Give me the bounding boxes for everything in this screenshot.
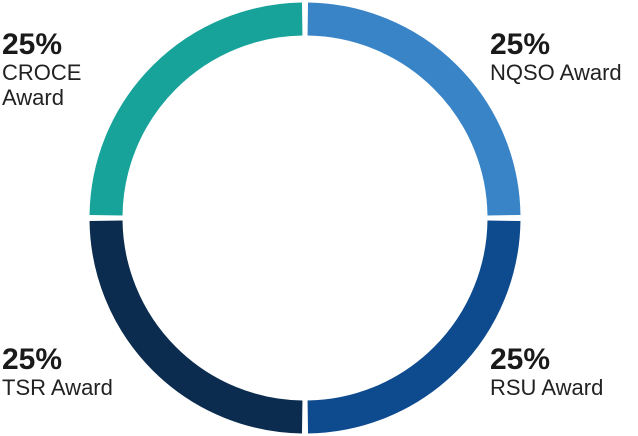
value-label: 25% bbox=[490, 343, 551, 376]
segment-label: 25% CROCE Award bbox=[2, 28, 82, 111]
category-label: TSR Award bbox=[2, 375, 113, 400]
category-label: RSU Award bbox=[490, 375, 604, 400]
value-label: 25% bbox=[490, 28, 551, 61]
segment-label: 25% RSU Award bbox=[490, 343, 638, 401]
category-label: CROCE Award bbox=[2, 60, 82, 110]
donut-segment bbox=[89, 2, 303, 216]
value-label: 25% bbox=[2, 28, 63, 61]
segment-label: 25% NQSO Award bbox=[490, 28, 638, 86]
donut-segment bbox=[307, 220, 521, 434]
category-label: NQSO Award bbox=[490, 60, 622, 85]
value-label: 25% bbox=[2, 343, 63, 376]
segment-label: 25% TSR Award bbox=[2, 343, 142, 401]
donut-segment bbox=[307, 2, 521, 216]
donut-segment bbox=[89, 220, 303, 434]
